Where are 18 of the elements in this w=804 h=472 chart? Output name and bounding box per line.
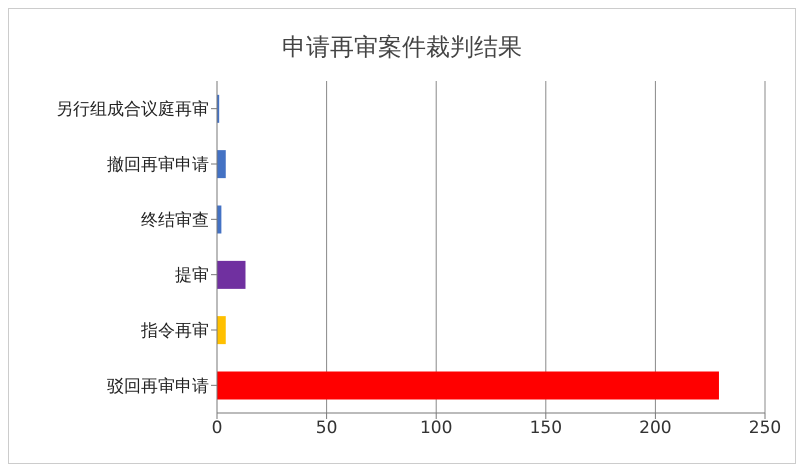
y-tick-label: 指令再审 [140, 321, 209, 342]
x-tick-label: 150 [530, 418, 562, 438]
y-tick-label: 另行组成合议庭再审 [56, 100, 209, 120]
chart-title: 申请再审案件裁判结果 [281, 32, 523, 63]
x-tick-label: 200 [639, 418, 672, 438]
x-tick-label: 50 [316, 418, 338, 438]
y-tick-label: 终结审查 [141, 210, 209, 230]
y-tick-label: 提审 [175, 266, 209, 286]
bar [217, 260, 246, 289]
bar [217, 372, 719, 400]
bar [217, 150, 226, 178]
x-tick-label: 0 [212, 418, 222, 438]
x-tick-label: 250 [748, 418, 782, 438]
y-tick-label: 撤回再审申请 [107, 155, 209, 176]
x-tick-label: 100 [420, 418, 452, 438]
bar [217, 206, 222, 234]
y-tick-label: 驳回再审申请 [107, 376, 209, 396]
bar [217, 316, 226, 344]
